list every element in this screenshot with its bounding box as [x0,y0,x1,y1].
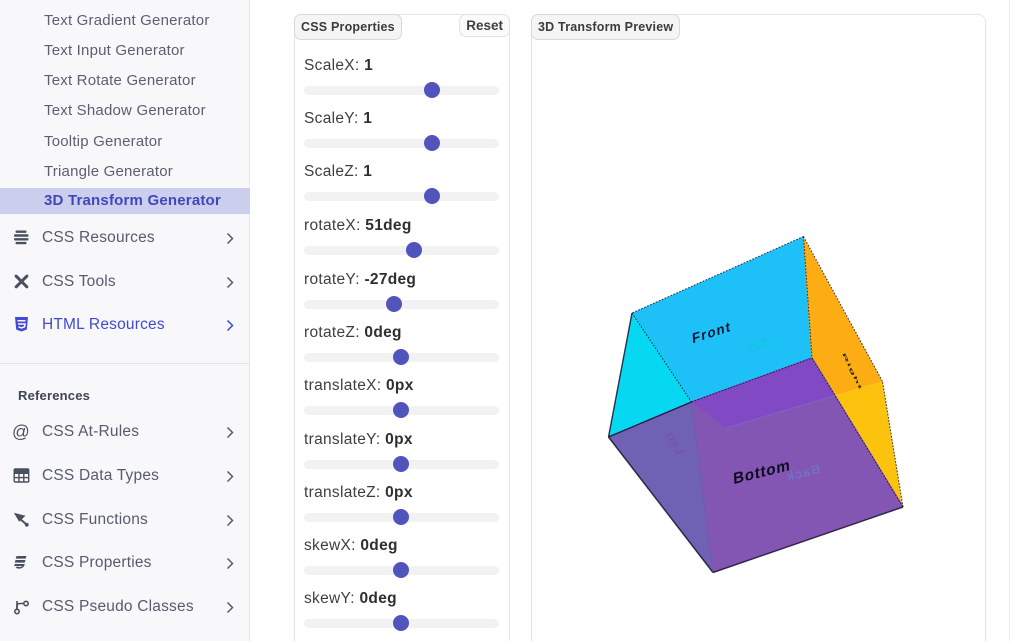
svg-text:@: @ [13,423,30,440]
